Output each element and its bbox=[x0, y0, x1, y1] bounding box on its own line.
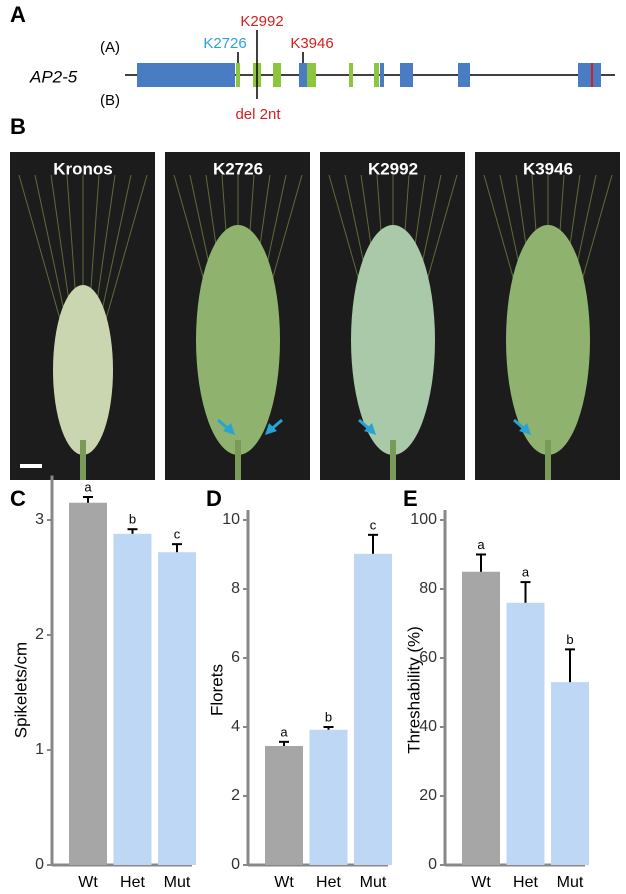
y-tick-label: 60 bbox=[419, 649, 437, 666]
panel-label: C bbox=[10, 486, 26, 511]
y-tick-label: 100 bbox=[410, 511, 437, 528]
charts: C Spikelets/cm 0 1 2 3 a Wt b Het c Mut D Florets 0 2 4 6… bbox=[10, 475, 589, 891]
y-axis-label: Florets bbox=[207, 664, 226, 716]
panel-label: D bbox=[206, 486, 222, 511]
x-tick-label: Wt bbox=[78, 874, 98, 891]
bar bbox=[158, 552, 196, 865]
exon bbox=[307, 63, 316, 87]
y-tick-label: 80 bbox=[419, 580, 437, 597]
y-tick-label: 2 bbox=[231, 787, 240, 804]
stem bbox=[545, 440, 551, 480]
x-tick-label: Het bbox=[316, 874, 341, 891]
stem bbox=[80, 440, 86, 480]
spike bbox=[506, 225, 590, 455]
photo-label: K2992 bbox=[368, 159, 418, 178]
y-tick-label: 4 bbox=[231, 718, 240, 735]
significance-letter: c bbox=[370, 517, 377, 532]
bar bbox=[354, 553, 392, 865]
y-tick-label: 3 bbox=[35, 511, 44, 528]
arrow-head bbox=[265, 423, 277, 435]
panel-label: B bbox=[10, 114, 26, 139]
exon bbox=[400, 63, 413, 87]
bar bbox=[309, 729, 348, 865]
mutation-label: K2726 bbox=[203, 35, 246, 52]
y-axis-label: Threshability (%) bbox=[404, 626, 423, 754]
x-tick-label: Wt bbox=[274, 874, 294, 891]
significance-letter: a bbox=[84, 479, 92, 494]
scale-bar bbox=[20, 464, 42, 468]
significance-letter: b bbox=[129, 512, 136, 527]
x-tick-label: Het bbox=[513, 874, 538, 891]
stem bbox=[390, 440, 396, 480]
y-tick-label: 6 bbox=[231, 649, 240, 666]
x-tick-label: Mut bbox=[164, 874, 191, 891]
arrow-head bbox=[364, 423, 376, 435]
arrow-head bbox=[223, 423, 235, 435]
bar bbox=[551, 682, 589, 865]
panel-label: E bbox=[403, 486, 418, 511]
y-tick-label: 0 bbox=[231, 856, 240, 873]
spike bbox=[53, 285, 113, 455]
y-tick-label: 0 bbox=[428, 856, 437, 873]
significance-letter: a bbox=[522, 565, 530, 580]
significance-letter: a bbox=[477, 537, 485, 552]
bar bbox=[69, 502, 107, 865]
bar bbox=[113, 533, 152, 865]
deletion-label: del 2nt bbox=[235, 106, 281, 123]
x-tick-label: Mut bbox=[557, 874, 584, 891]
photo-label: Kronos bbox=[53, 159, 113, 178]
photo-label: K3946 bbox=[523, 159, 573, 178]
genome-label: (B) bbox=[100, 92, 120, 109]
exon bbox=[458, 63, 470, 87]
exon bbox=[349, 63, 353, 87]
significance-letter: b bbox=[325, 709, 332, 724]
x-tick-label: Wt bbox=[471, 874, 491, 891]
x-tick-label: Mut bbox=[360, 874, 387, 891]
exon bbox=[299, 63, 307, 87]
y-tick-label: 10 bbox=[222, 511, 240, 528]
mutation-label: K2992 bbox=[240, 13, 283, 30]
bar bbox=[506, 602, 545, 865]
y-tick-label: 40 bbox=[419, 718, 437, 735]
y-tick-label: 0 bbox=[35, 856, 44, 873]
stem bbox=[235, 440, 241, 480]
gene-name: AP2-5 bbox=[29, 67, 78, 86]
y-axis-label: Spikelets/cm bbox=[11, 642, 30, 738]
significance-letter: b bbox=[566, 632, 573, 647]
significance-letter: c bbox=[174, 527, 181, 542]
y-tick-label: 8 bbox=[231, 580, 240, 597]
photos: Kronos K2726 K2992 K3946 bbox=[10, 152, 620, 480]
genome-label: (A) bbox=[100, 39, 120, 56]
panel-label: A bbox=[10, 2, 26, 27]
mutation-label: K3946 bbox=[290, 35, 333, 52]
y-tick-label: 2 bbox=[35, 626, 44, 643]
exon bbox=[273, 63, 281, 87]
spike bbox=[351, 225, 435, 455]
exon bbox=[380, 63, 384, 87]
bar bbox=[462, 571, 500, 865]
bar bbox=[265, 745, 303, 865]
exon bbox=[137, 63, 235, 87]
exon bbox=[236, 63, 240, 87]
spike bbox=[196, 225, 280, 455]
y-tick-label: 20 bbox=[419, 787, 437, 804]
y-tick-label: 1 bbox=[35, 741, 44, 758]
exon bbox=[374, 63, 379, 87]
significance-letter: a bbox=[280, 724, 288, 739]
photo-label: K2726 bbox=[213, 159, 263, 178]
x-tick-label: Het bbox=[120, 874, 145, 891]
arrow-head bbox=[519, 423, 531, 435]
exon bbox=[578, 63, 601, 87]
